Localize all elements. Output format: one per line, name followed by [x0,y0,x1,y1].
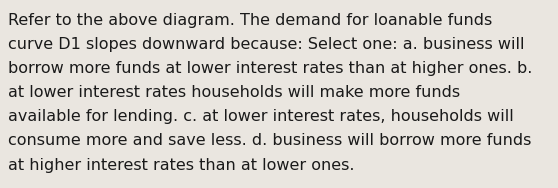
Text: curve D1 slopes downward because: Select one: a. business will: curve D1 slopes downward because: Select… [8,37,525,52]
Text: Refer to the above diagram. The demand for loanable funds: Refer to the above diagram. The demand f… [8,13,493,28]
Text: borrow more funds at lower interest rates than at higher ones. b.: borrow more funds at lower interest rate… [8,61,533,76]
Text: at lower interest rates households will make more funds: at lower interest rates households will … [8,85,460,100]
Text: consume more and save less. d. business will borrow more funds: consume more and save less. d. business … [8,133,532,149]
Text: available for lending. c. at lower interest rates, households will: available for lending. c. at lower inter… [8,109,514,124]
Text: at higher interest rates than at lower ones.: at higher interest rates than at lower o… [8,158,355,173]
